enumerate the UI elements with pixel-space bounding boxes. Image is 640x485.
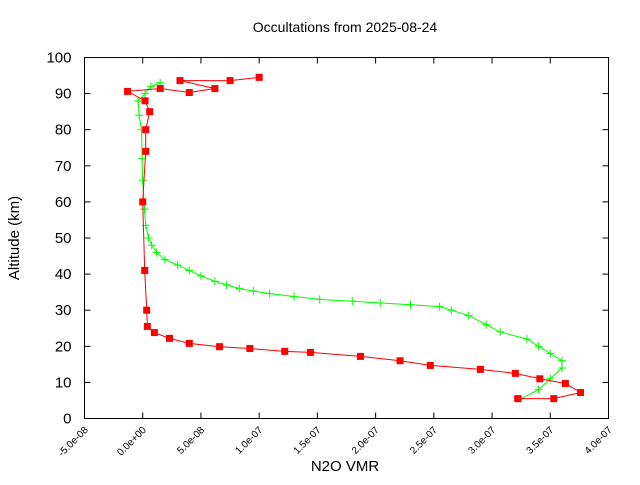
data-point-square bbox=[143, 306, 151, 314]
x-tick-label: 2.5e-07 bbox=[408, 425, 440, 457]
x-tick-label: 1.0e-07 bbox=[234, 425, 266, 457]
data-point-cross bbox=[496, 327, 505, 336]
x-tick-label: 2.0e-07 bbox=[350, 425, 382, 457]
data-point-cross bbox=[534, 342, 543, 351]
x-tick-label: 3.5e-07 bbox=[525, 425, 557, 457]
data-point-square bbox=[255, 73, 263, 81]
data-point-square bbox=[142, 147, 150, 155]
y-axis-label: Altitude (km) bbox=[6, 196, 23, 280]
data-point-square bbox=[561, 379, 569, 387]
data-point-square bbox=[216, 343, 224, 351]
x-axis-label: N2O VMR bbox=[311, 458, 380, 475]
x-tick-label: 1.5e-07 bbox=[292, 425, 324, 457]
data-point-cross bbox=[147, 241, 156, 250]
data-point-cross bbox=[557, 356, 566, 365]
data-point-square bbox=[150, 329, 158, 337]
data-point-cross bbox=[265, 289, 274, 298]
data-point-square bbox=[514, 395, 522, 403]
data-point-cross bbox=[406, 300, 415, 309]
data-point-square bbox=[550, 395, 558, 403]
data-point-cross bbox=[210, 277, 219, 286]
data-point-square bbox=[185, 339, 193, 347]
data-point-cross bbox=[222, 280, 231, 289]
data-point-square bbox=[536, 375, 544, 383]
data-point-square bbox=[176, 77, 184, 85]
data-point-square bbox=[281, 347, 289, 355]
data-point-square bbox=[156, 85, 164, 93]
plot-area: -5.0e-08 0.0e+00 5.0e-08 1.0e-07 1.5e-07 2.0e… bbox=[46, 50, 614, 459]
y-tick-label: 40 bbox=[55, 266, 72, 283]
y-tick-label: 10 bbox=[55, 374, 72, 391]
y-tick-label: 80 bbox=[55, 122, 72, 139]
x-tick-label: 0.0e+00 bbox=[115, 425, 149, 459]
data-point-square bbox=[511, 369, 519, 377]
data-point-cross bbox=[141, 89, 150, 98]
data-point-cross bbox=[435, 302, 444, 311]
data-point-cross bbox=[135, 111, 144, 120]
data-point-cross bbox=[447, 306, 456, 315]
data-point-cross bbox=[235, 284, 244, 293]
data-point-square bbox=[246, 344, 254, 352]
series-line-0 bbox=[137, 82, 563, 400]
data-point-square bbox=[426, 361, 434, 369]
series-line-1 bbox=[125, 76, 582, 400]
data-point-cross bbox=[196, 271, 205, 280]
data-point-square bbox=[142, 126, 150, 134]
data-point-square bbox=[124, 87, 132, 95]
data-point-cross bbox=[376, 298, 385, 307]
data-point-square bbox=[211, 85, 219, 93]
data-point-square bbox=[166, 334, 174, 342]
data-point-cross bbox=[185, 266, 194, 275]
data-point-cross bbox=[348, 297, 357, 306]
y-tick-label: 90 bbox=[55, 86, 72, 103]
data-point-square bbox=[306, 348, 314, 356]
data-point-cross bbox=[464, 311, 473, 320]
data-point-cross bbox=[534, 385, 543, 394]
data-point-square bbox=[141, 266, 149, 274]
data-point-cross bbox=[160, 255, 169, 264]
x-tick-label: 4.0e-07 bbox=[583, 425, 615, 457]
plot-frame bbox=[84, 57, 609, 419]
data-point-square bbox=[226, 77, 234, 85]
data-point-cross bbox=[546, 374, 555, 383]
data-point-cross bbox=[140, 205, 149, 214]
data-point-cross bbox=[290, 292, 299, 301]
y-tick-label: 30 bbox=[55, 302, 72, 319]
data-point-square bbox=[139, 198, 147, 206]
x-tick-label: -5.0e-08 bbox=[57, 425, 91, 459]
data-point-cross bbox=[138, 176, 147, 185]
data-point-cross bbox=[546, 349, 555, 358]
data-point-square bbox=[356, 352, 364, 360]
data-point-square bbox=[577, 389, 585, 397]
y-tick-label: 20 bbox=[55, 338, 72, 355]
data-point-square bbox=[185, 89, 193, 97]
data-point-square bbox=[141, 97, 149, 105]
y-tick-label: 70 bbox=[55, 158, 72, 175]
data-point-cross bbox=[557, 363, 566, 372]
data-point-cross bbox=[152, 248, 161, 257]
data-point-cross bbox=[173, 261, 182, 270]
x-tick-label: 3.0e-07 bbox=[466, 425, 498, 457]
data-point-cross bbox=[315, 295, 324, 304]
data-point-square bbox=[396, 357, 404, 365]
data-point-cross bbox=[144, 234, 153, 242]
data-point-cross bbox=[134, 96, 143, 105]
y-tick-label: 60 bbox=[55, 194, 72, 211]
chart-title: Occultations from 2025-08-24 bbox=[253, 19, 438, 35]
data-point-square bbox=[143, 322, 151, 330]
data-point-square bbox=[146, 108, 154, 116]
data-point-cross bbox=[522, 335, 531, 344]
data-point-square bbox=[476, 365, 484, 373]
data-point-cross bbox=[249, 287, 258, 296]
data-point-cross bbox=[482, 320, 491, 329]
y-tick-label: 0 bbox=[63, 411, 71, 428]
x-tick-label: 5.0e-08 bbox=[175, 425, 207, 457]
y-tick-label: 50 bbox=[55, 230, 72, 247]
y-tick-label: 100 bbox=[46, 50, 71, 67]
